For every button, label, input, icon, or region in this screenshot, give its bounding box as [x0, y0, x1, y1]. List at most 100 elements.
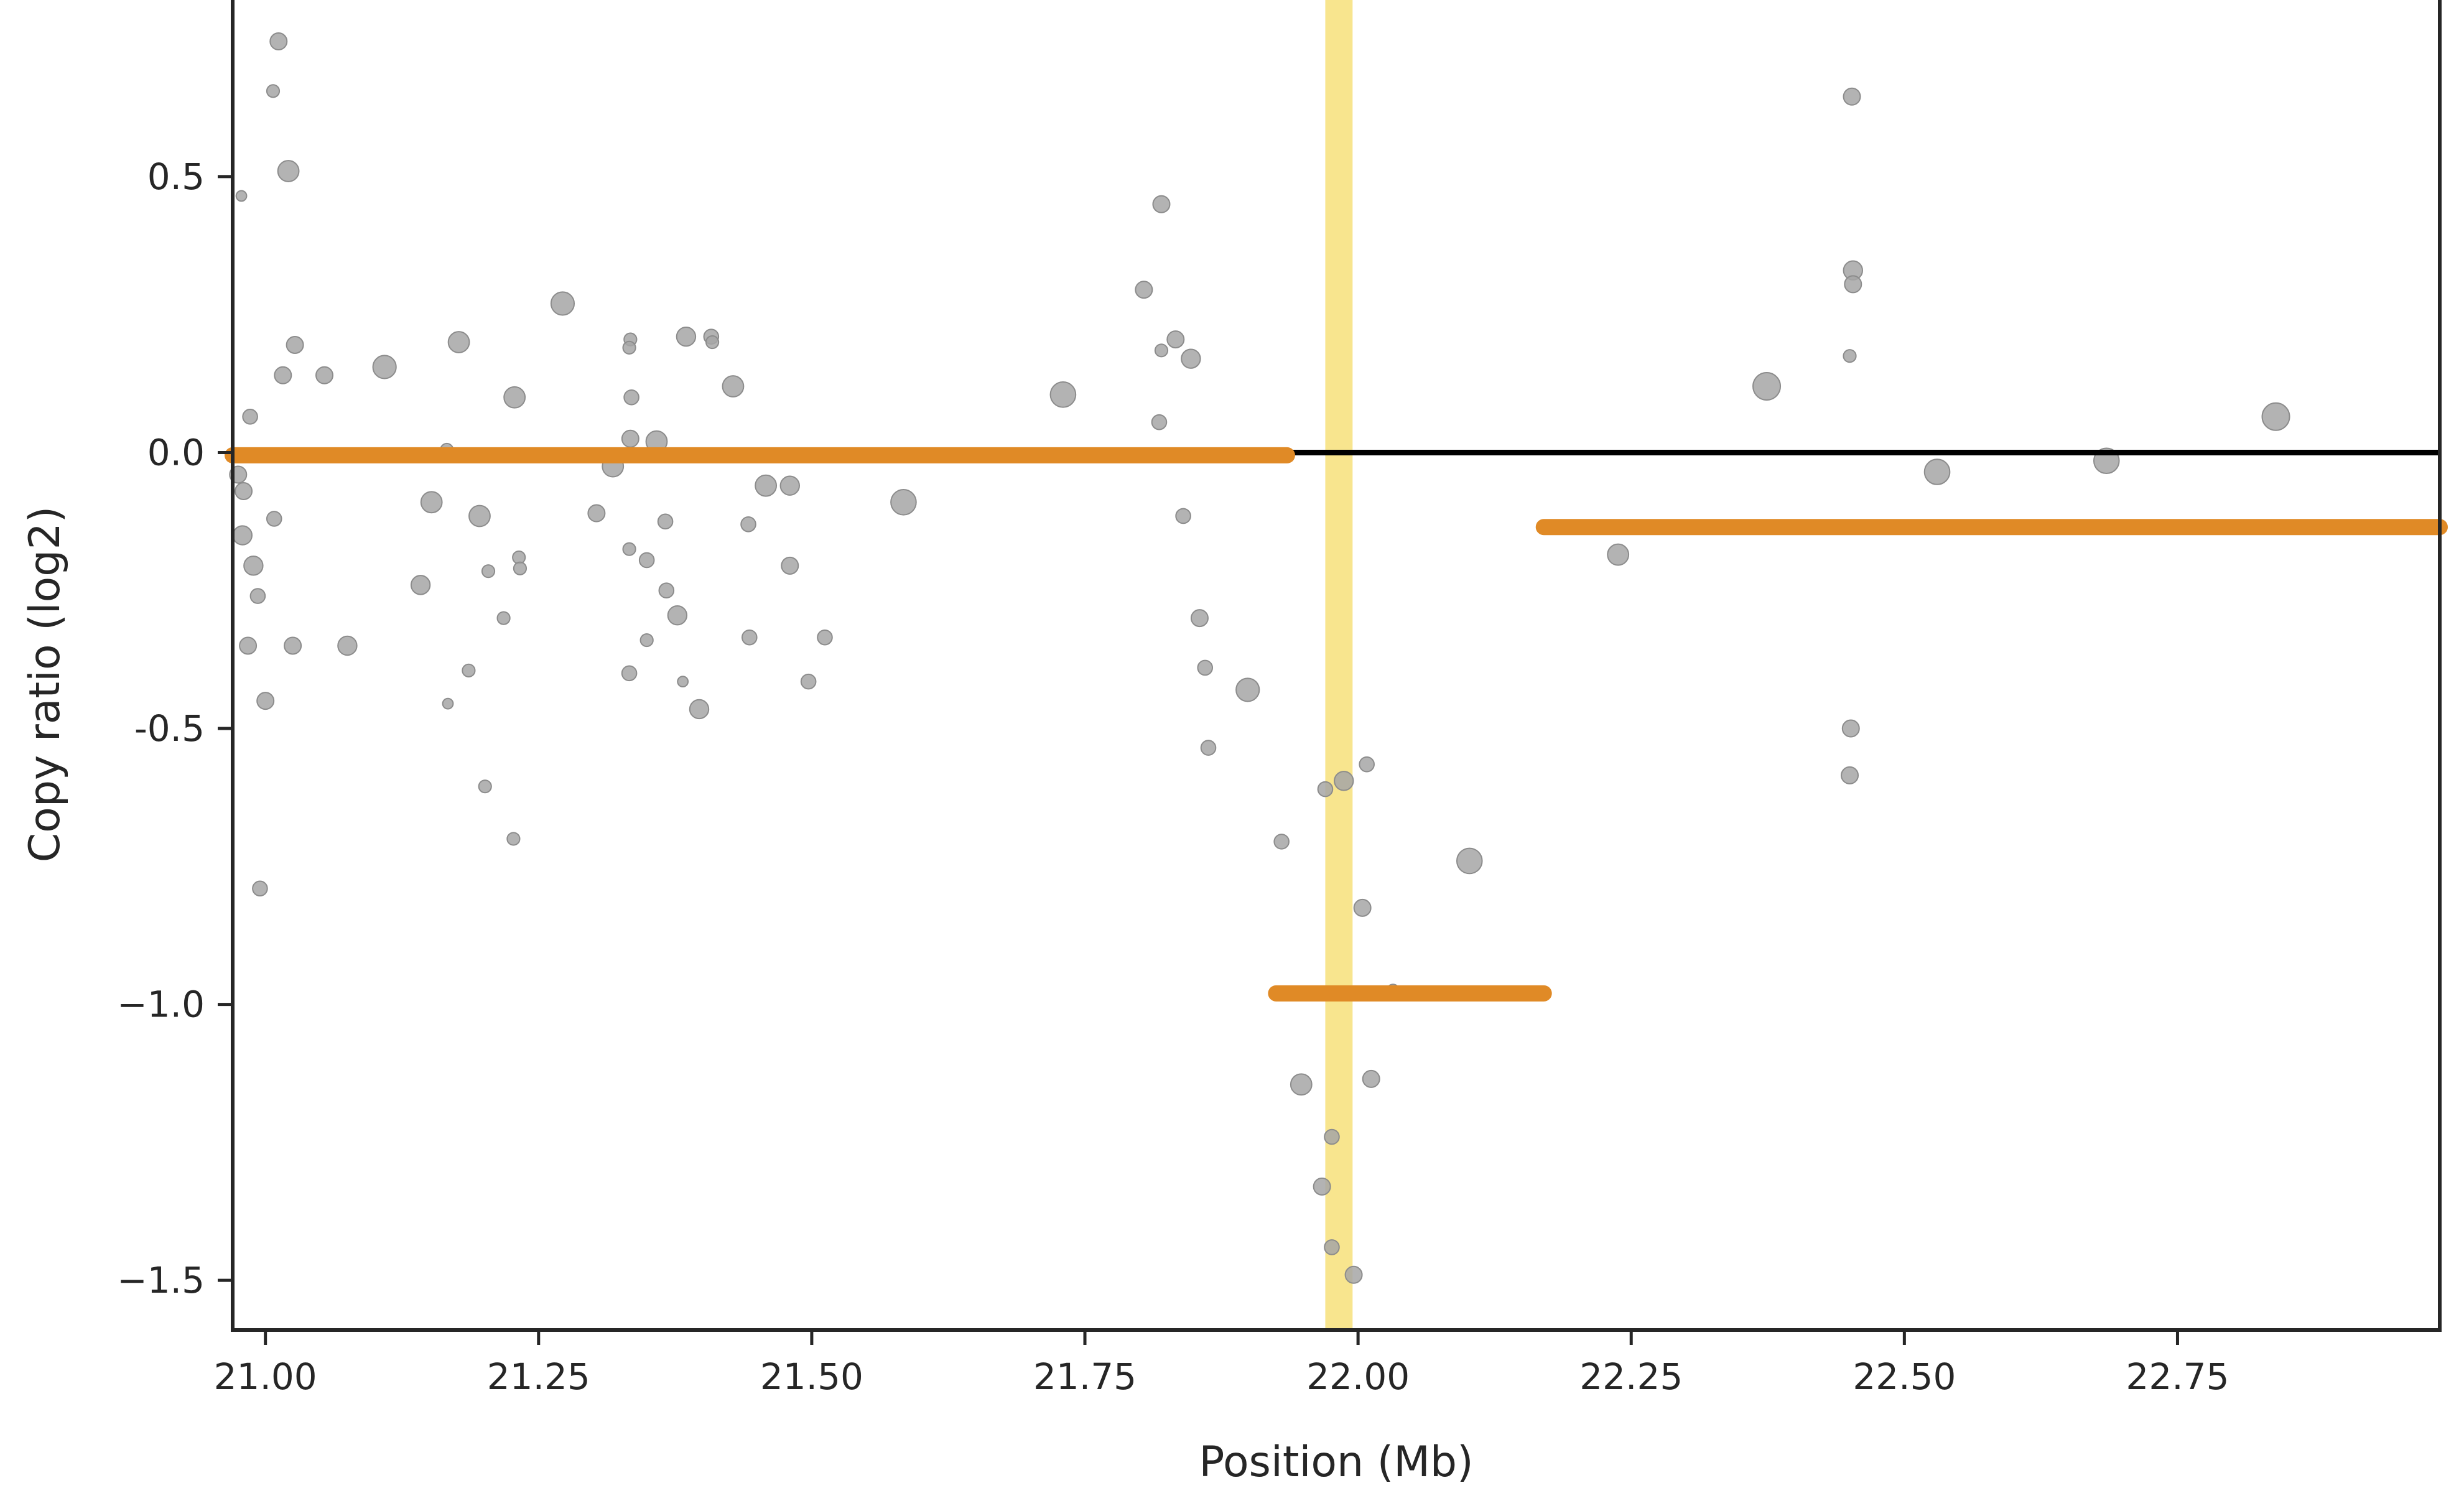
data-point [410, 575, 431, 595]
x-tick-label: 21.50 [760, 1356, 863, 1398]
data-point [503, 386, 526, 409]
data-point [2261, 402, 2290, 431]
data-point [447, 331, 470, 353]
data-point [1152, 195, 1171, 213]
data-point [249, 588, 266, 604]
data-point [621, 429, 639, 448]
data-point [235, 190, 248, 202]
data-point [315, 366, 334, 384]
data-point [478, 779, 492, 794]
data-point [1317, 781, 1334, 798]
data-point [1135, 281, 1153, 299]
x-tick-label: 21.25 [487, 1356, 590, 1398]
data-point [1359, 756, 1375, 773]
data-point [1923, 458, 1951, 485]
axes-layer [231, 0, 2442, 1332]
data-point [1190, 609, 1209, 628]
data-point [242, 408, 258, 425]
data-point [623, 389, 639, 406]
data-point [621, 665, 638, 682]
data-point [1353, 898, 1372, 917]
data-point [1313, 1177, 1331, 1196]
data-point [506, 832, 521, 846]
data-point [1841, 719, 1860, 738]
data-point [1324, 1239, 1340, 1255]
data-point [1752, 371, 1782, 401]
x-axis-title: Position (Mb) [1199, 1438, 1473, 1487]
data-point [677, 676, 689, 688]
data-point [722, 375, 745, 398]
data-point [676, 326, 697, 347]
data-point [481, 564, 496, 579]
data-point [266, 84, 281, 98]
x-tick-label: 21.00 [214, 1356, 317, 1398]
data-point [779, 475, 800, 496]
data-point [442, 697, 454, 710]
data-point [817, 629, 833, 646]
y-tick-label: −1.0 [117, 984, 205, 1026]
plot-frame [231, 0, 2442, 1332]
data-point [622, 542, 636, 556]
data-point [622, 340, 636, 355]
data-point [243, 556, 264, 576]
data-point [256, 692, 275, 710]
data-point [1235, 677, 1260, 702]
data-point [1181, 348, 1201, 369]
y-ticks-layer: 0.5 0.0 -0.5 −1.0 −1.5 [117, 156, 233, 1301]
data-point [1200, 740, 1217, 756]
data-point [800, 673, 817, 690]
data-point [658, 582, 675, 599]
segments-layer [225, 447, 2448, 1002]
x-tick-label: 22.75 [2126, 1356, 2229, 1398]
data-point [1197, 659, 1214, 676]
data-point [781, 556, 799, 575]
data-point [741, 629, 758, 646]
data-point [587, 504, 606, 523]
x-ticks-layer: 21.00 21.25 21.50 21.75 22.00 22.25 22.50 22.75 [214, 1330, 2229, 1398]
data-point [252, 880, 268, 897]
data-point [420, 491, 443, 514]
data-point [496, 611, 511, 625]
x-tick-label: 22.50 [1853, 1356, 1956, 1398]
data-point [337, 635, 358, 656]
data-point [638, 552, 655, 569]
data-point [372, 355, 397, 379]
data-point [657, 513, 674, 530]
data-point [1334, 771, 1354, 791]
data-point [513, 561, 528, 575]
data-point [1843, 87, 1861, 106]
data-point [1049, 381, 1077, 408]
data-point [1151, 414, 1168, 430]
x-tick-label: 22.00 [1306, 1356, 1410, 1398]
x-tick-label: 21.75 [1033, 1356, 1137, 1398]
data-point [1324, 1128, 1340, 1145]
data-point [1290, 1073, 1313, 1096]
data-point [274, 366, 292, 384]
data-point [462, 663, 476, 677]
y-tick-label: 0.5 [147, 156, 205, 198]
data-point [639, 633, 654, 648]
data-point [232, 525, 253, 546]
data-point [1154, 343, 1169, 358]
data-point [755, 474, 778, 497]
data-point [550, 291, 575, 316]
data-point [1344, 1265, 1363, 1284]
highlight-layer [1325, 0, 1353, 1330]
data-point [1607, 543, 1630, 566]
data-point [266, 511, 282, 527]
data-point [269, 32, 288, 51]
data-point [277, 160, 300, 182]
data-point [705, 335, 720, 350]
data-point [235, 482, 253, 501]
data-point [286, 335, 304, 354]
y-axis-title: Copy ratio (log2) [21, 506, 70, 863]
data-point [1362, 1069, 1380, 1088]
y-tick-label: 0.0 [147, 431, 205, 473]
data-point [740, 516, 756, 533]
data-point [1841, 766, 1859, 784]
data-point [1166, 330, 1185, 349]
data-point [239, 636, 258, 655]
data-point [284, 636, 302, 655]
